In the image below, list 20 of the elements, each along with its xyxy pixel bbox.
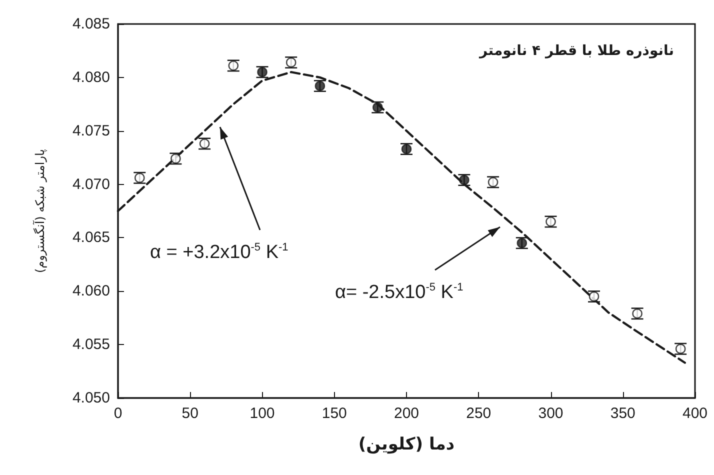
x-tick-label: 350 — [610, 405, 636, 422]
x-tick-label: 200 — [394, 405, 420, 422]
y-tick-label: 4.050 — [72, 390, 110, 406]
y-tick-label: 4.060 — [72, 282, 110, 300]
x-tick-label: 250 — [466, 405, 492, 422]
y-tick-label: 4.080 — [72, 68, 110, 86]
x-tick-label: 0 — [114, 405, 122, 422]
y-tick-label: 4.055 — [72, 336, 110, 354]
y-tick-label: 4.065 — [72, 229, 110, 246]
x-axis-title: دما (کلوین) — [358, 434, 455, 454]
x-tick-label: 100 — [250, 405, 275, 422]
x-tick-label: 50 — [182, 405, 198, 422]
text: نانوذره طلا با قطر ۴ نانومتر — [478, 43, 674, 59]
x-tick-label: 300 — [538, 405, 564, 422]
x-tick-label: 400 — [682, 405, 708, 422]
y-axis-title: پارامتر شبکه (آنگستروم) — [32, 149, 47, 273]
y-tick-label: 4.075 — [72, 122, 110, 140]
x-tick-label: 150 — [322, 405, 347, 422]
y-tick-label: 4.085 — [72, 16, 110, 32]
y-tick-label: 4.070 — [72, 176, 110, 193]
